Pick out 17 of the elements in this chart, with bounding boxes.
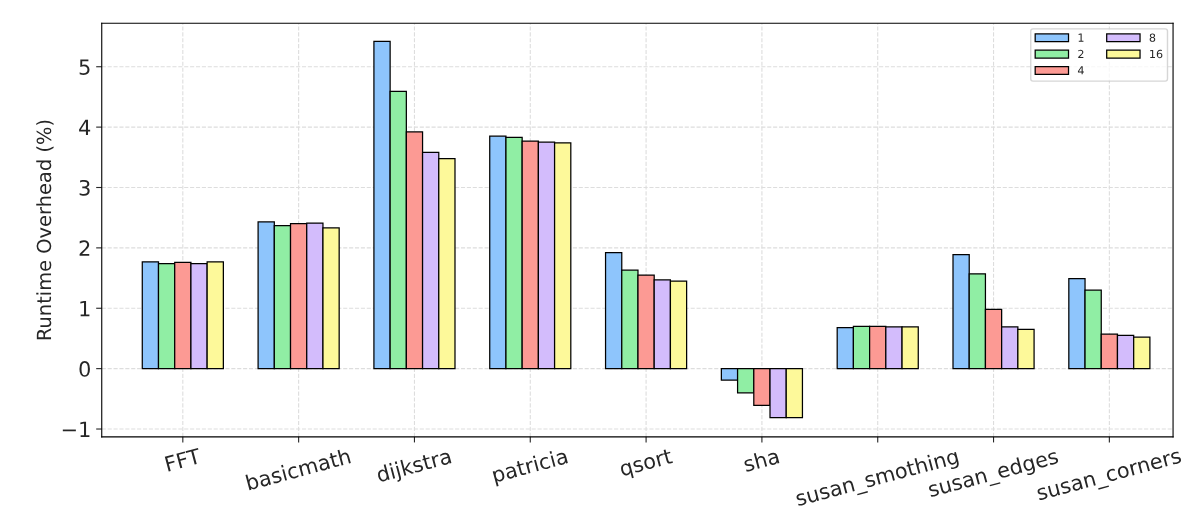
legend-label: 16 xyxy=(1150,49,1163,59)
legend-label: 4 xyxy=(1077,66,1084,75)
y-tick-label: 5 xyxy=(79,59,90,75)
x-tick-label: dijkstra xyxy=(375,447,453,487)
y-tick-label: 2 xyxy=(79,240,90,256)
x-tick-label: FFT xyxy=(164,447,202,472)
y-tick-label: −1 xyxy=(62,421,90,437)
y-axis-title: Runtime Overhead (%) xyxy=(36,120,54,340)
y-tick-label: 3 xyxy=(79,179,90,196)
legend-label: 8 xyxy=(1149,33,1156,42)
y-tick-label: 0 xyxy=(79,361,90,377)
y-tick-label: 1 xyxy=(80,300,90,317)
legend-label: 1 xyxy=(1078,33,1084,42)
legend-label: 2 xyxy=(1078,49,1084,59)
x-tick-label: qsort xyxy=(619,448,675,481)
x-tick-label: sha xyxy=(742,447,780,473)
y-tick-label: 4 xyxy=(79,119,91,136)
